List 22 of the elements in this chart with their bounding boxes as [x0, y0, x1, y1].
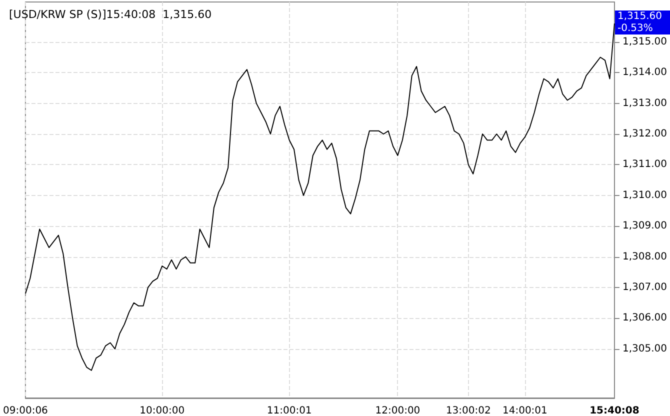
y-tick-label: 1,313.00: [622, 98, 667, 109]
annotation: 1,315.60: [617, 10, 662, 22]
y-tick-label: 1,314.00: [622, 67, 667, 78]
annotation: -0.53%: [617, 22, 653, 34]
x-tick-label: 11:00:01: [266, 406, 312, 416]
x-tick-label: 09:00:06: [2, 406, 48, 416]
x-tick-label: 15:40:08: [590, 406, 640, 416]
y-tick-label: 1,311.00: [622, 159, 667, 170]
text: [USD/KRW SP (S)]15:40:08 1,315.60: [9, 8, 212, 21]
y-tick-label: 1,307.00: [622, 282, 667, 293]
x-tick-label: 10:00:00: [140, 406, 185, 416]
y-tick-label: 1,309.00: [622, 220, 667, 232]
line-series: [24, 22, 615, 371]
y-tick-label: 1,306.00: [622, 312, 667, 324]
y-tick-label: 1,308.00: [622, 251, 667, 262]
y-tick-label: 1,315.00: [622, 36, 667, 48]
x-tick-label: 13:00:02: [446, 406, 491, 416]
y-tick-label: 1,305.00: [622, 343, 667, 354]
x-tick-label: 14:00:01: [502, 406, 548, 416]
y-tick-label: 1,312.00: [622, 128, 667, 140]
y-tick-label: 1,310.00: [622, 190, 667, 201]
x-tick-label: 12:00:00: [375, 406, 420, 416]
